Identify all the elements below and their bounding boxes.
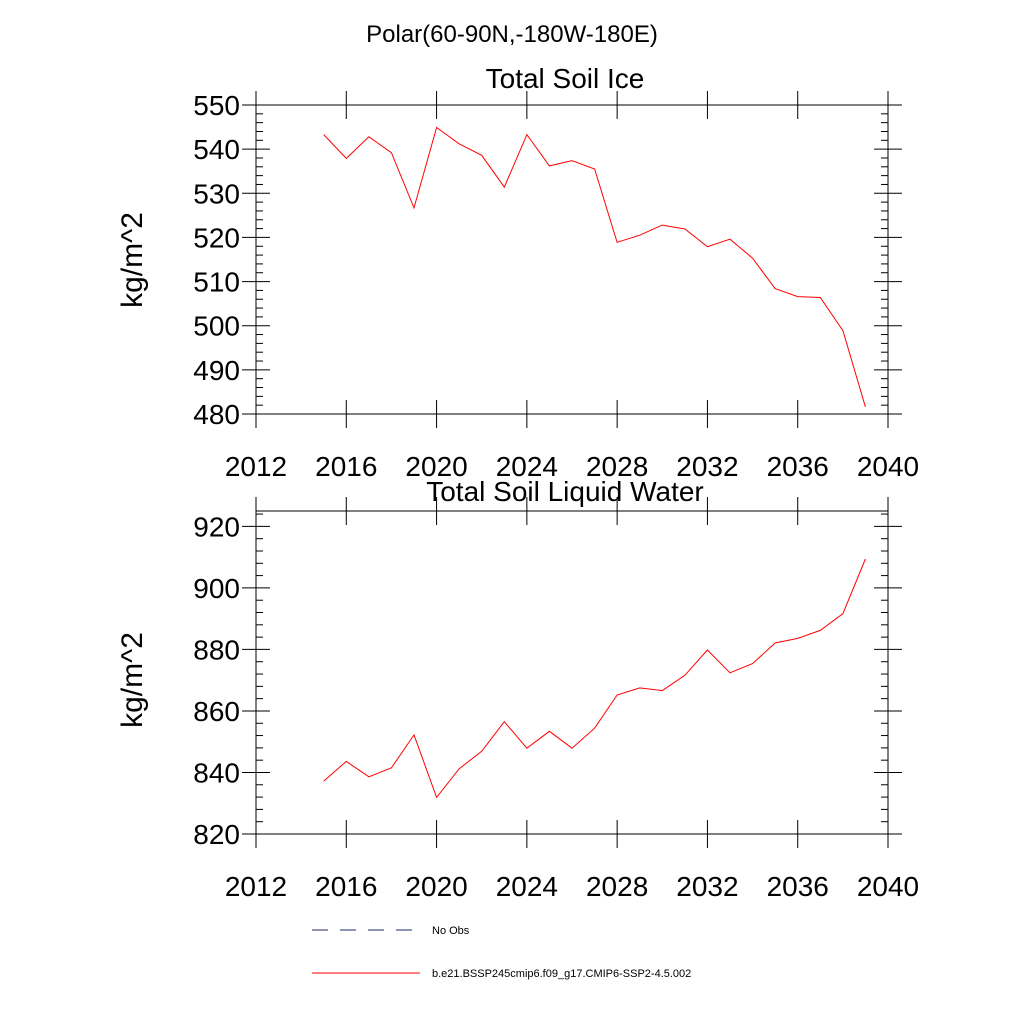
soil-liquid-water-panel: Total Soil Liquid Water kg/m^2 2012 2016 2…: [116, 476, 919, 902]
x-tick-label: 2040: [857, 451, 919, 482]
y-tick-label: 860: [193, 696, 240, 727]
soil-liquid-water-ticks: [242, 497, 902, 848]
legend-label-model-run: b.e21.BSSP245cmip6.f09_g17.CMIP6-SSP2-4.…: [432, 968, 691, 980]
suptitle: Polar(60-90N,-180W-180E): [366, 21, 658, 48]
x-tick-label: 2036: [767, 451, 829, 482]
soil-liquid-water-title: Total Soil Liquid Water: [426, 476, 704, 507]
series-line: [323, 558, 866, 799]
x-tick-label: 2024: [496, 451, 558, 482]
y-tick-label: 500: [193, 311, 240, 342]
y-tick-label: 520: [193, 222, 240, 253]
x-tick-label: 2016: [315, 451, 377, 482]
soil-ice-tick-labels: 2012 2016 2020 2024 2028 2032 2036 2040 480 490 50…: [193, 90, 919, 482]
soil-ice-ticks: [242, 91, 902, 428]
legend: No Obs b.e21.BSSP245cmip6.f09_g17.CMIP6-…: [312, 925, 691, 980]
x-tick-label: 2036: [767, 871, 829, 902]
soil-ice-plot-frame: [255, 104, 889, 415]
y-tick-label: 540: [193, 134, 240, 165]
y-tick-label: 530: [193, 178, 240, 209]
y-tick-label: 480: [193, 399, 240, 430]
y-tick-label: 880: [193, 634, 240, 665]
x-tick-label: 2020: [405, 871, 467, 902]
x-tick-label: 2028: [586, 871, 648, 902]
soil-liquid-water-series: [323, 558, 866, 799]
soil-liquid-water-plot-frame: [255, 510, 889, 835]
soil-liquid-water-ylabel: kg/m^2: [116, 632, 149, 728]
y-tick-label: 510: [193, 267, 240, 298]
series-line: [323, 126, 866, 408]
soil-ice-title: Total Soil Ice: [486, 63, 645, 94]
soil-ice-series: [323, 126, 866, 408]
x-tick-label: 2016: [315, 871, 377, 902]
soil-ice-panel: Total Soil Ice kg/m^2 2012 2016 2020 2024 20…: [116, 63, 919, 482]
x-tick-label: 2028: [586, 451, 648, 482]
y-tick-label: 490: [193, 355, 240, 386]
x-tick-label: 2040: [857, 871, 919, 902]
y-tick-label: 840: [193, 757, 240, 788]
soil-liquid-water-tick-labels: 2012 2016 2020 2024 2028 2032 2036 2040 820 840 86…: [193, 511, 919, 902]
y-tick-label: 900: [193, 573, 240, 604]
soil-ice-ylabel: kg/m^2: [116, 212, 149, 308]
legend-label-no-obs: No Obs: [432, 925, 470, 937]
x-tick-label: 2032: [676, 451, 738, 482]
x-tick-label: 2024: [496, 871, 558, 902]
x-tick-label: 2032: [676, 871, 738, 902]
x-tick-label: 2020: [405, 451, 467, 482]
y-tick-label: 820: [193, 819, 240, 850]
x-tick-label: 2012: [225, 451, 287, 482]
y-tick-label: 550: [193, 90, 240, 121]
y-tick-label: 920: [193, 511, 240, 542]
x-tick-label: 2012: [225, 871, 287, 902]
